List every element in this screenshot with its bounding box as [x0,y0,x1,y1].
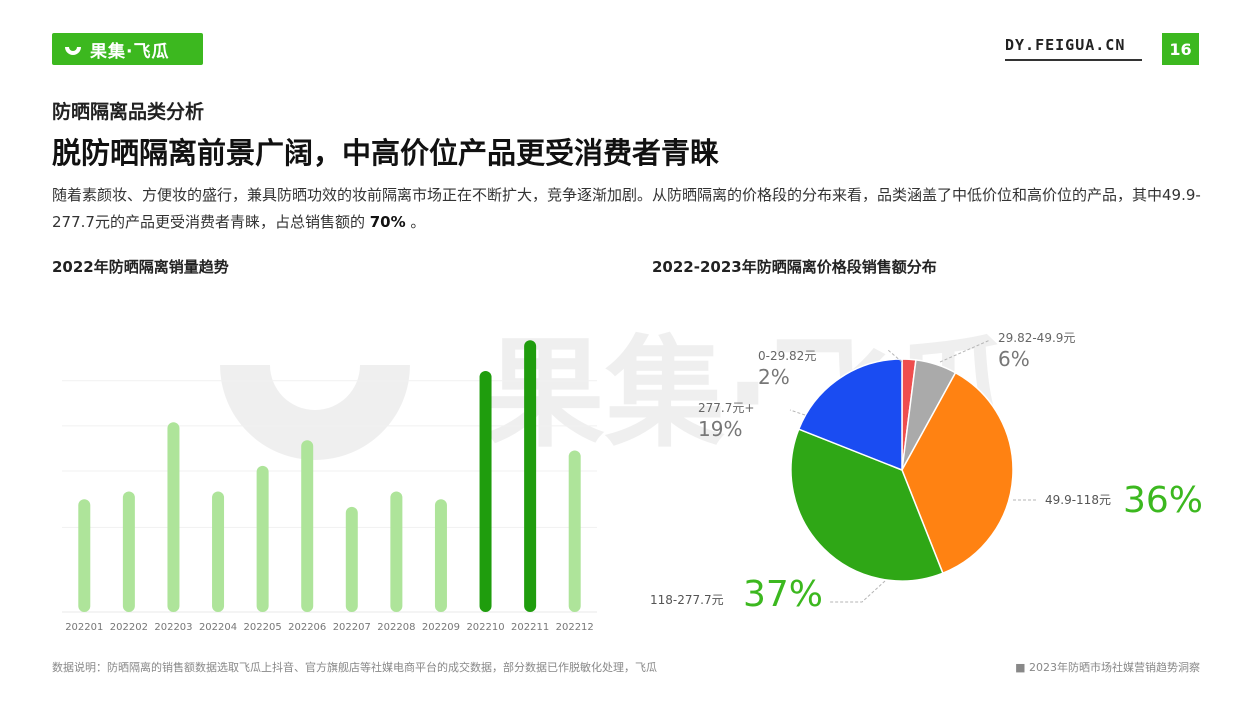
logo-text: 果集·飞瓜 [90,41,170,62]
slice-percent: 2% [758,365,790,389]
bar-202206 [301,440,314,612]
description-text: 随着素颜妆、方便妆的盛行，兼具防晒功效的妆前隔离市场正在不断扩大，竞争逐渐加剧。… [52,186,1201,231]
bar-202203 [167,422,180,612]
site-link[interactable]: DY.FEIGUA.CN [1005,36,1142,61]
bar-chart: 202201 202202 202203 202204 202205 202206 2022… [62,340,597,633]
slice-label: 49.9-118元 [1045,493,1111,507]
x-tick-label: 202205 [244,622,282,633]
x-tick-label: 202210 [466,622,504,633]
bar-202211 [524,340,537,612]
page-headline: 脱防晒隔离前景广阔，中高价位产品更受消费者青睐 [52,136,720,170]
slice-label: 29.82-49.9元 [998,331,1075,345]
bar-chart-title: 2022年防晒隔离销量趋势 [52,258,229,276]
description-end: 。 [405,213,426,231]
x-tick-label: 202202 [110,622,148,633]
description: 随着素颜妆、方便妆的盛行，兼具防晒功效的妆前隔离市场正在不断扩大，竞争逐渐加剧。… [52,182,1202,236]
x-tick-label: 202201 [65,622,103,633]
pie-slice-49.9-118元 [901,371,1014,575]
bar-202201 [78,499,91,612]
slice-percent: 19% [698,417,742,441]
bar-202210 [479,371,492,612]
data-note: 数据说明：防晒隔离的销售额数据选取飞瓜上抖音、官方旗舰店等社媒电商平台的成交数据… [52,661,657,674]
section-title: 防晒隔离品类分析 [52,101,205,123]
leader-line [887,349,903,363]
page-number: 16 [1162,33,1199,65]
description-highlight: 70% [369,213,406,231]
x-tick-label: 202206 [288,622,326,633]
pie-slice-277.7元+ [797,358,903,472]
x-tick-label: 202204 [199,622,237,633]
bar-202209 [434,499,447,612]
bar-202205 [256,465,269,612]
pie-slice-118-277.7元 [790,428,944,582]
x-tick-label: 202211 [511,622,549,633]
slice-percent: 6% [998,347,1030,371]
bar-202202 [122,491,135,612]
x-tick-label: 202212 [556,622,594,633]
leader-line [789,409,806,416]
bar-202204 [212,491,225,612]
logo-mark-icon [65,47,81,55]
slice-label: 0-29.82元 [758,349,816,363]
slice-label: 277.7元+ [698,401,754,415]
bar-202212 [568,450,581,612]
leader-line [939,339,991,363]
x-tick-label: 202203 [154,622,192,633]
x-tick-label: 202207 [333,622,371,633]
brand-logo: 果集·飞瓜 [52,33,203,65]
x-tick-label: 202209 [422,622,460,633]
pie-chart-title: 2022-2023年防晒隔离价格段销售额分布 [652,258,937,276]
pie-chart: 0-29.82元 2% 29.82-49.9元 6% 49.9-118元 36% 118-2… [650,331,1203,615]
slice-label: 118-277.7元 [650,593,724,607]
x-tick-label: 202208 [377,622,415,633]
bar-202208 [390,491,403,612]
leader-line [830,580,886,603]
report-name: ■ 2023年防晒市场社媒营销趋势洞察 [1015,661,1200,674]
slice-percent: 36% [1123,480,1203,521]
slice-percent: 37% [743,574,823,615]
bar-202207 [345,506,358,612]
